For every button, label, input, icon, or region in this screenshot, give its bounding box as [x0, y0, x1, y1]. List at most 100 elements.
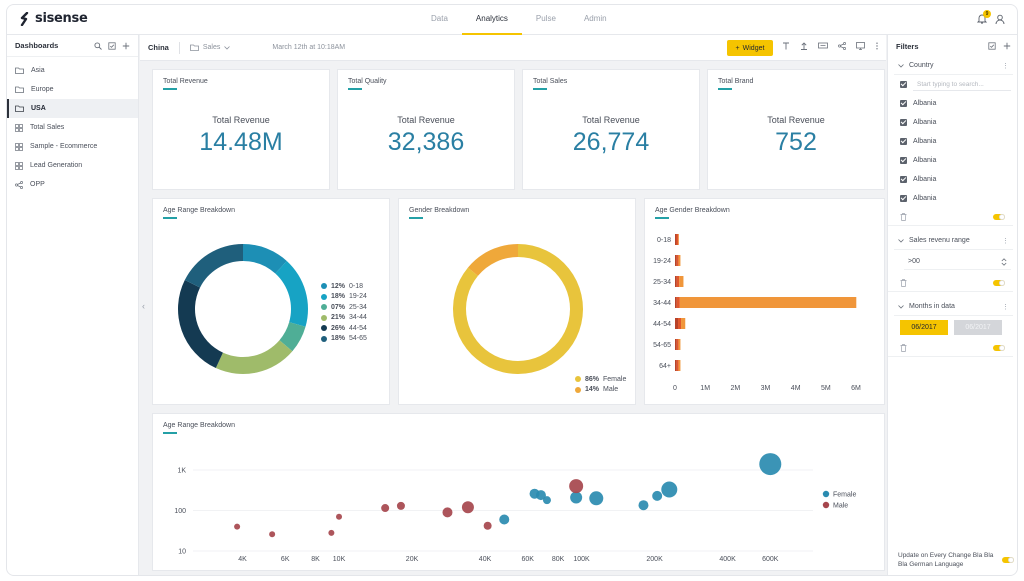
donut-slice-19-24[interactable] [275, 260, 308, 327]
scatter-point-female[interactable] [589, 491, 604, 506]
scatter-point-male[interactable] [328, 529, 335, 536]
scatter-point-female[interactable] [661, 481, 678, 498]
donut-slice-0-18[interactable] [243, 244, 287, 274]
search-icon[interactable] [94, 41, 102, 50]
scatter-point-male[interactable] [396, 501, 405, 510]
collapse-left-arrow[interactable]: ‹ [142, 301, 145, 311]
country-filter-toggle[interactable] [993, 213, 1005, 220]
months-toggle[interactable] [993, 344, 1005, 351]
bar-segment[interactable] [675, 360, 677, 371]
sidebar-item-lead-generation[interactable]: Lead Generation [7, 156, 138, 175]
country-option[interactable]: Albania [888, 189, 1017, 208]
age-range-panel[interactable]: Age Range Breakdown 12% 0-18 18% 19-24 07% 25… [152, 198, 390, 405]
bar-segment[interactable] [676, 360, 679, 371]
share-icon[interactable] [838, 42, 846, 50]
bar-segment[interactable] [676, 339, 679, 350]
donut-slice-25-34[interactable] [279, 322, 306, 352]
country-search-input[interactable]: Start typing to search... [913, 78, 1011, 91]
add-icon[interactable] [122, 42, 130, 50]
add-icon[interactable] [1003, 42, 1011, 50]
gender-panel[interactable]: Gender Breakdown 86% Female 14% Male [398, 198, 636, 405]
scatter-point-male[interactable] [442, 507, 453, 518]
legend-item[interactable]: 21% 34-44 [321, 313, 367, 324]
scatter-point-female[interactable] [652, 490, 663, 501]
tab-pulse[interactable]: Pulse [535, 14, 556, 23]
scatter-point-male[interactable] [381, 504, 390, 513]
legend-item[interactable]: 26% 44-54 [321, 323, 367, 334]
month-option[interactable]: 06/2017 [954, 320, 1002, 335]
more-icon[interactable] [875, 42, 879, 50]
bar-segment[interactable] [676, 276, 680, 287]
bar-segment[interactable] [678, 255, 681, 266]
bar-segment[interactable] [675, 255, 677, 266]
months-filter-header[interactable]: Months in data ⋮ [894, 298, 1013, 316]
bar-segment[interactable] [678, 339, 681, 350]
age-range-scatter-panel[interactable]: Age Range Breakdown 1K 100 10 4K 6K 8K 10K 20K 4… [152, 413, 885, 571]
bar-segment[interactable] [678, 234, 679, 245]
country-option[interactable]: Albania [888, 170, 1017, 189]
sidebar-item-asia[interactable]: Asia [7, 61, 138, 80]
donut-slice-male[interactable] [467, 244, 518, 276]
scatter-point-female[interactable] [638, 500, 649, 511]
trash-icon[interactable] [900, 212, 907, 221]
sales-range-filter-header[interactable]: Sales revenu range ⋮ [894, 232, 1013, 250]
month-selected[interactable]: 06/2017 [900, 320, 948, 335]
upload-icon[interactable] [800, 42, 808, 50]
age-gender-panel[interactable]: Age Gender Breakdown 0-18 19-24 25-34 34-44… [644, 198, 885, 405]
country-option[interactable]: Albania [888, 94, 1017, 113]
legend-item[interactable]: 86% Female [575, 374, 626, 385]
kpi-panel-total-revenue[interactable]: Total Revenue Total Revenue 14.48M [152, 69, 330, 190]
bar-segment[interactable] [675, 297, 677, 308]
bar-segment[interactable] [675, 234, 677, 245]
scatter-point-male[interactable] [336, 513, 343, 520]
bar-segment[interactable] [676, 297, 680, 308]
user-icon[interactable] [995, 14, 1005, 25]
checkbox[interactable] [900, 138, 907, 145]
checkbox[interactable] [900, 157, 907, 164]
legend-item[interactable]: 18% 54-65 [321, 334, 367, 345]
select-all-checkbox[interactable] [900, 81, 907, 88]
scatter-point-female[interactable] [542, 496, 551, 505]
more-icon[interactable]: ⋮ [1002, 237, 1009, 245]
update-on-change-toggle[interactable] [1002, 557, 1014, 563]
bar-segment[interactable] [676, 234, 679, 245]
scatter-point-male[interactable] [569, 479, 584, 494]
legend-item[interactable]: 14% Male [575, 385, 626, 396]
legend-item[interactable]: 18% 19-24 [321, 292, 367, 303]
scatter-point-male[interactable] [269, 531, 276, 538]
kpi-panel-total-quality[interactable]: Total Quality Total Revenue 32,386 [337, 69, 515, 190]
presentation-icon[interactable] [818, 42, 828, 50]
bar-segment[interactable] [679, 276, 684, 287]
donut-slice-44-54[interactable] [178, 280, 223, 369]
bar-segment[interactable] [675, 339, 677, 350]
sidebar-item-europe[interactable]: Europe [7, 80, 138, 99]
bar-segment[interactable] [681, 318, 686, 329]
more-icon[interactable]: ⋮ [1002, 62, 1009, 70]
sidebar-item-usa[interactable]: USA [7, 99, 138, 118]
text-icon[interactable] [782, 42, 790, 50]
bar-segment[interactable] [678, 360, 681, 371]
trash-icon[interactable] [900, 343, 907, 352]
country-option[interactable]: Albania [888, 132, 1017, 151]
edit-icon[interactable] [108, 41, 116, 50]
scatter-point-male[interactable] [483, 521, 492, 530]
scatter-point-male[interactable] [234, 523, 241, 530]
folder-dropdown[interactable]: Sales [189, 44, 231, 51]
sidebar-item-sample-ecommerce[interactable]: Sample - Ecommerce [7, 137, 138, 156]
tab-admin[interactable]: Admin [583, 14, 607, 23]
scatter-point-female[interactable] [535, 490, 546, 501]
tab-data[interactable]: Data [431, 14, 448, 23]
scatter-point-female[interactable] [499, 514, 510, 525]
scatter-point-male[interactable] [461, 501, 474, 514]
sidebar-item-total-sales[interactable]: Total Sales [7, 118, 138, 137]
monitor-icon[interactable] [856, 42, 865, 50]
bar-segment[interactable] [676, 255, 679, 266]
bar-segment[interactable] [679, 297, 857, 308]
bar-segment[interactable] [678, 318, 682, 329]
bar-segment[interactable] [675, 318, 679, 329]
scatter-point-female[interactable] [759, 453, 782, 476]
sales-range-toggle[interactable] [993, 279, 1005, 286]
legend-item[interactable]: 12% 0-18 [321, 281, 367, 292]
more-icon[interactable]: ⋮ [1002, 303, 1009, 311]
trash-icon[interactable] [900, 278, 907, 287]
